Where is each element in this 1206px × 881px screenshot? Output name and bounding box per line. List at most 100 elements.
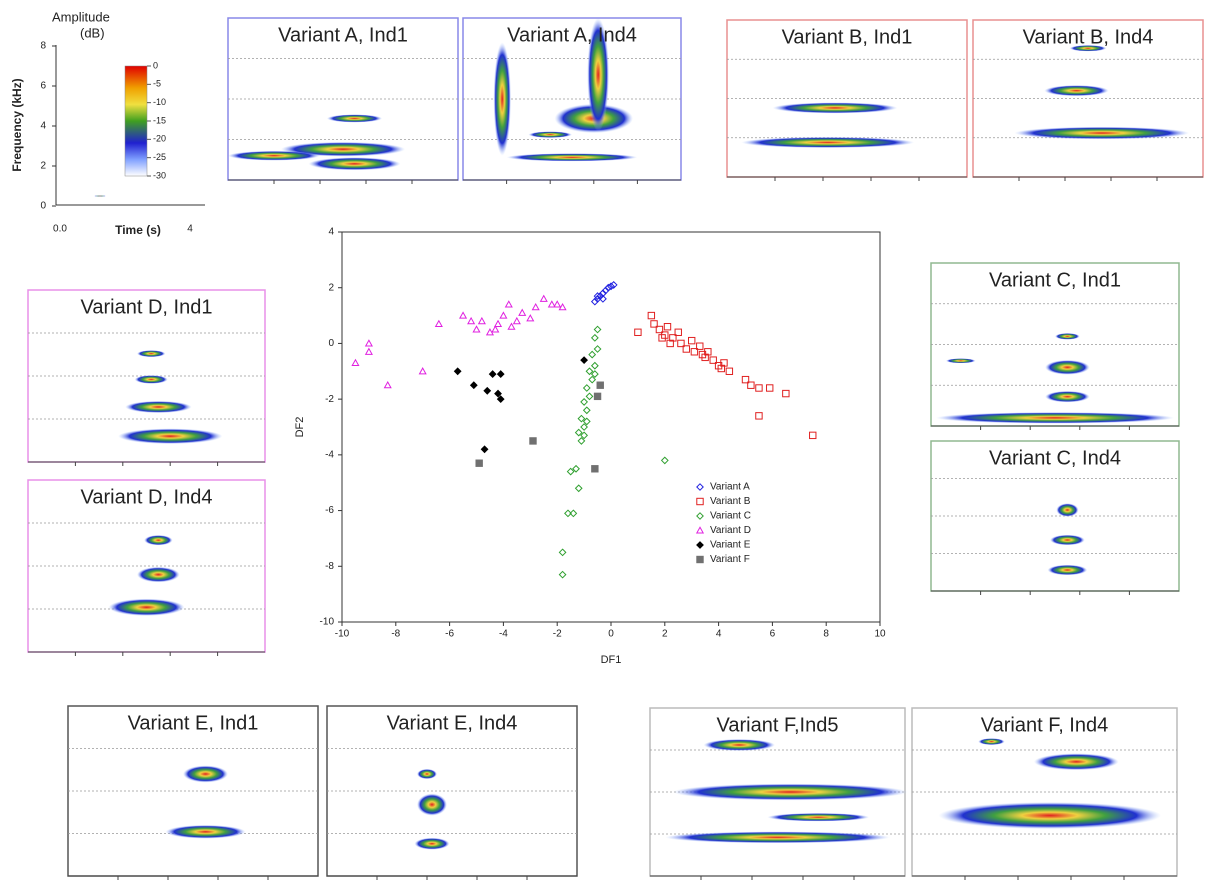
point — [688, 336, 696, 345]
spectro-blob — [280, 141, 406, 157]
spectrogram-panel: Variant C, Ind4 — [930, 440, 1180, 595]
point — [582, 417, 591, 426]
spectro-blob — [134, 375, 168, 384]
spectro-blob — [137, 350, 166, 358]
time-label: Time (s) — [115, 223, 161, 237]
point — [467, 316, 476, 325]
point — [580, 423, 589, 431]
y-tick-label: -8 — [325, 561, 334, 572]
x-tick-label: 6 — [770, 629, 776, 640]
point — [351, 358, 360, 366]
x-tick-label: -2 — [553, 629, 562, 640]
plot-frame — [341, 231, 881, 623]
spectro-blob — [417, 793, 447, 816]
point — [480, 445, 489, 454]
spectro-blob — [1047, 564, 1088, 576]
point — [658, 334, 666, 342]
point — [674, 328, 682, 336]
point — [591, 465, 599, 473]
spectro-blob — [672, 783, 908, 801]
point — [434, 319, 443, 327]
spectrogram-panel: Variant A, Ind4 — [462, 17, 682, 184]
legend-marker — [696, 555, 704, 564]
legend-label: Variant B — [710, 496, 751, 507]
point — [669, 334, 677, 342]
spectro-blob — [1056, 503, 1079, 517]
y-tick-label: -10 — [320, 617, 335, 628]
point — [504, 300, 513, 308]
point — [485, 328, 494, 336]
point — [593, 345, 602, 353]
series — [590, 281, 618, 306]
x-tick-label: 2 — [662, 629, 668, 640]
spectrogram-panel: Variant C, Ind1 — [930, 262, 1180, 430]
panel-title: Variant C, Ind1 — [989, 269, 1121, 291]
spectro-blob — [1033, 753, 1119, 771]
point — [590, 361, 599, 370]
x-tick-label: -4 — [499, 629, 508, 640]
point — [666, 339, 674, 348]
spectro-blob — [118, 428, 223, 444]
point — [364, 347, 373, 355]
point — [590, 297, 599, 306]
point — [599, 289, 607, 298]
y-tick-label: -2 — [325, 394, 334, 405]
legend-label: Variant E — [710, 540, 751, 551]
spectrogram-panel: Variant E, Ind4 — [326, 705, 578, 880]
point — [690, 348, 699, 356]
point — [607, 282, 615, 291]
point — [364, 339, 373, 347]
frequency-label: Frequency (kHz) — [10, 78, 24, 171]
panel-title: Variant F, Ind4 — [981, 714, 1108, 736]
point — [582, 406, 591, 415]
point — [547, 300, 556, 308]
point — [609, 281, 618, 289]
point — [663, 323, 672, 331]
point — [720, 359, 728, 367]
spectrogram-panel: Variant D, Ind4 — [27, 479, 266, 656]
spectro-blob — [1044, 85, 1109, 97]
point — [496, 395, 505, 404]
spectrogram-panel: Variant D, Ind1 — [27, 289, 266, 466]
point — [477, 316, 486, 325]
amplitude-label: (dB) — [80, 25, 105, 40]
point — [512, 316, 521, 325]
legend-marker — [696, 497, 704, 506]
spectro-blob — [1050, 534, 1085, 546]
point — [558, 302, 567, 311]
x-tick-label: 4 — [716, 629, 722, 640]
y-tick-label: 2 — [40, 161, 46, 172]
point — [453, 367, 462, 376]
point — [782, 389, 790, 398]
spectro-blob — [326, 114, 383, 123]
point — [580, 398, 589, 406]
spectrogram-panel: Variant F, Ind4 — [911, 707, 1178, 880]
spectro-blob — [165, 825, 246, 839]
point — [590, 333, 599, 342]
point — [593, 325, 602, 334]
point — [725, 367, 734, 375]
legend-label: Variant D — [710, 525, 751, 536]
legend-marker — [695, 526, 705, 534]
spectro-blob — [94, 195, 106, 197]
panel-title: Variant A, Ind4 — [507, 24, 637, 46]
colorbar-tick-label: -25 — [153, 152, 166, 162]
colorbar-tick-label: 0 — [153, 60, 158, 70]
colorbar — [124, 65, 148, 177]
spectro-blob — [938, 802, 1162, 829]
spectro-blob — [417, 768, 437, 780]
panel-title: Variant E, Ind1 — [128, 712, 259, 734]
spectro-blob — [228, 150, 320, 161]
point — [747, 381, 755, 389]
spectro-blob — [137, 566, 180, 583]
point — [564, 509, 572, 518]
point — [634, 328, 642, 336]
point — [553, 300, 562, 308]
x-tick-label: 0 — [608, 629, 614, 640]
spectro-blob — [665, 831, 890, 844]
y-tick-label: 2 — [328, 282, 334, 293]
point — [593, 392, 602, 401]
colorbar-tick-label: -10 — [153, 97, 166, 107]
panel-title: Variant B, Ind1 — [782, 26, 913, 48]
point — [599, 294, 607, 303]
